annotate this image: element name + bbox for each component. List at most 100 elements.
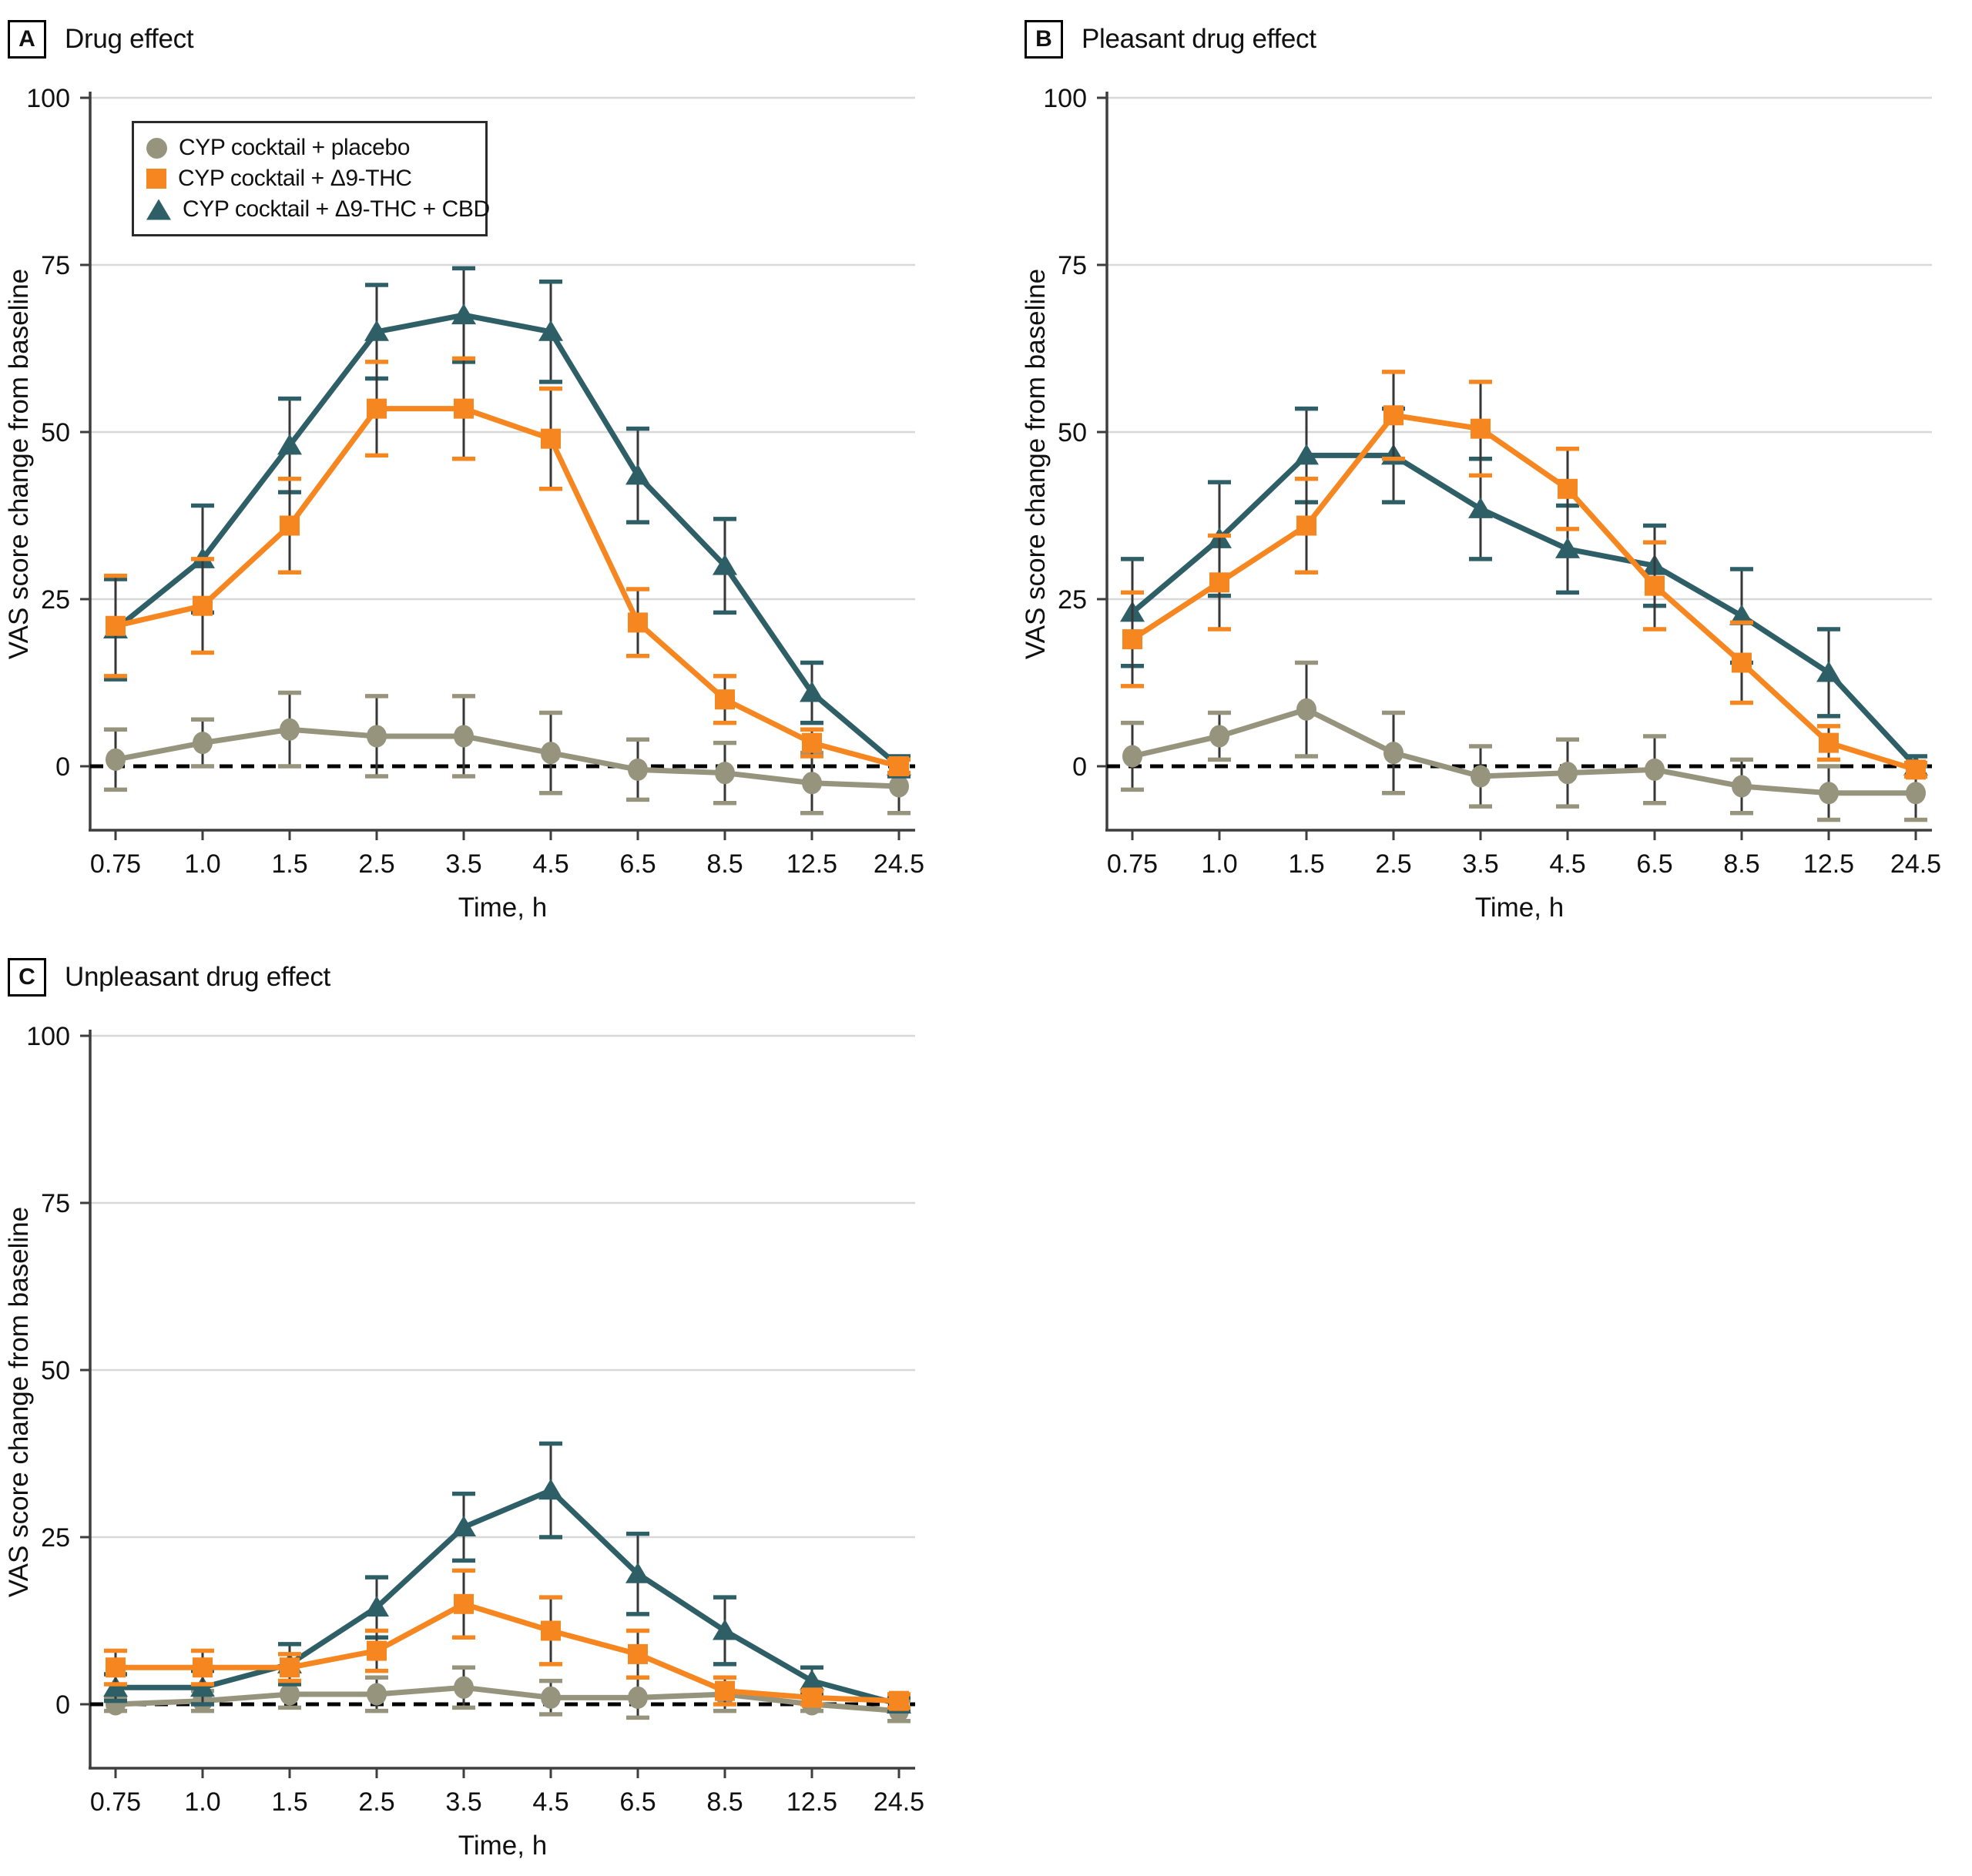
marker-square bbox=[889, 1690, 909, 1711]
gridlines bbox=[90, 96, 915, 601]
marker-circle bbox=[1471, 765, 1491, 788]
marker-circle bbox=[106, 1693, 126, 1716]
marker-circle bbox=[1732, 775, 1752, 798]
y-axis-title: VAS score change from baseline bbox=[4, 1207, 34, 1597]
marker-triangle bbox=[451, 303, 476, 325]
marker-square bbox=[1122, 629, 1142, 650]
gridlines bbox=[90, 1034, 915, 1539]
marker-triangle bbox=[364, 1596, 389, 1617]
marker-square bbox=[193, 1657, 213, 1678]
x-tick-label: 1.0 bbox=[184, 1787, 220, 1817]
x-tick-label: 3.5 bbox=[445, 1787, 481, 1817]
x-tick-label: 1.5 bbox=[271, 849, 307, 879]
y-axis-title: VAS score change from baseline bbox=[1021, 269, 1051, 659]
x-tick-label: 6.5 bbox=[619, 1787, 656, 1817]
marker-triangle bbox=[1555, 537, 1580, 558]
series-square bbox=[104, 1568, 911, 1711]
marker-circle bbox=[193, 732, 213, 755]
marker-square bbox=[454, 1593, 474, 1614]
y-tick-label: 75 bbox=[41, 1189, 70, 1218]
marker-circle bbox=[1209, 725, 1229, 748]
y-axis-title: VAS score change from baseline bbox=[4, 269, 34, 659]
marker-square bbox=[802, 1687, 822, 1708]
x-tick-label: 0.75 bbox=[90, 849, 141, 879]
legend-item-placebo: CYP cocktail + placebo bbox=[146, 132, 473, 163]
panel-c-title: Unpleasant drug effect bbox=[65, 962, 330, 992]
marker-triangle bbox=[800, 1669, 824, 1690]
series-line bbox=[116, 1601, 900, 1704]
gridlines bbox=[1107, 96, 1932, 601]
marker-triangle bbox=[538, 1479, 563, 1500]
marker-square bbox=[628, 1643, 648, 1664]
y-tick-label: 50 bbox=[41, 418, 70, 447]
marker-square bbox=[1558, 478, 1578, 499]
marker-circle bbox=[1296, 698, 1316, 721]
x-tick-label: 12.5 bbox=[786, 1787, 837, 1817]
series-line bbox=[113, 312, 901, 769]
x-tick-label: 3.5 bbox=[1462, 849, 1498, 879]
marker-circle bbox=[1383, 742, 1404, 765]
chart-drug-effect: 0 25 50 75 100 0.75 1.0 1.5 2.5 3.5 4.5 6.5 8.5 12.5 2… bbox=[4, 84, 924, 923]
x-tick-label: 6.5 bbox=[619, 849, 656, 879]
legend-label: CYP cocktail + placebo bbox=[179, 135, 410, 160]
marker-circle bbox=[1819, 782, 1839, 805]
x-tick-label: 3.5 bbox=[445, 849, 481, 879]
y-tick-label: 25 bbox=[41, 1523, 70, 1553]
marker-circle bbox=[280, 718, 300, 741]
series-triangle bbox=[103, 266, 911, 779]
marker-triangle bbox=[800, 681, 824, 702]
x-tick-label: 0.75 bbox=[1107, 849, 1158, 879]
panel-b-header: B Pleasant drug effect bbox=[1025, 20, 1316, 59]
marker-circle bbox=[1122, 745, 1142, 768]
marker-square bbox=[1383, 405, 1404, 426]
y-tick-label: 0 bbox=[55, 1690, 70, 1720]
marker-square bbox=[1209, 572, 1229, 593]
y-tick-label: 75 bbox=[1058, 251, 1087, 280]
series-circle bbox=[1121, 660, 1927, 822]
marker-triangle bbox=[103, 1676, 128, 1697]
marker-circle bbox=[802, 772, 822, 795]
marker-square bbox=[367, 398, 387, 419]
marker-triangle bbox=[190, 1676, 215, 1697]
marker-circle bbox=[628, 758, 648, 781]
y-tick-label: 25 bbox=[1058, 585, 1087, 615]
series-circle bbox=[104, 690, 911, 816]
legend-item-thc-cbd: CYP cocktail + Δ9-THC + CBD bbox=[146, 194, 490, 225]
y-tick-label: 0 bbox=[55, 752, 70, 782]
marker-triangle bbox=[1468, 497, 1493, 518]
marker-circle bbox=[1558, 762, 1578, 785]
marker-square bbox=[1906, 759, 1926, 780]
series-line bbox=[116, 1487, 900, 1707]
marker-circle bbox=[1645, 758, 1665, 781]
marker-square bbox=[802, 732, 822, 753]
x-tick-label: 8.5 bbox=[706, 849, 743, 879]
panel-b-title: Pleasant drug effect bbox=[1082, 24, 1316, 54]
x-axis-title: Time, h bbox=[458, 1831, 547, 1861]
marker-triangle bbox=[1816, 661, 1841, 682]
x-tick-label: 4.5 bbox=[532, 1787, 568, 1817]
series-square bbox=[104, 356, 911, 776]
marker-circle bbox=[541, 742, 561, 765]
marker-triangle bbox=[713, 1619, 737, 1640]
marker-square bbox=[106, 1657, 126, 1678]
marker-square bbox=[541, 428, 561, 449]
x-tick-label: 8.5 bbox=[1723, 849, 1759, 879]
y-tick-label: 100 bbox=[1043, 84, 1087, 113]
x-tick-label: 4.5 bbox=[1549, 849, 1585, 879]
marker-triangle bbox=[713, 554, 737, 575]
marker-square bbox=[193, 595, 213, 616]
marker-square bbox=[106, 615, 126, 636]
marker-square bbox=[1732, 652, 1752, 673]
legend: CYP cocktail + placebo CYP cocktail + Δ9… bbox=[132, 121, 490, 236]
x-tick-label: 4.5 bbox=[532, 849, 568, 879]
x-tick-label: 24.5 bbox=[874, 1787, 924, 1817]
marker-circle bbox=[280, 1683, 300, 1706]
x-tick-label: 1.5 bbox=[271, 1787, 307, 1817]
series-line bbox=[115, 726, 900, 789]
marker-circle bbox=[106, 748, 126, 771]
marker-square bbox=[1645, 575, 1665, 596]
y-tick-label: 75 bbox=[41, 251, 70, 280]
marker-square bbox=[889, 756, 909, 776]
x-tick-label: 2.5 bbox=[1375, 849, 1411, 879]
